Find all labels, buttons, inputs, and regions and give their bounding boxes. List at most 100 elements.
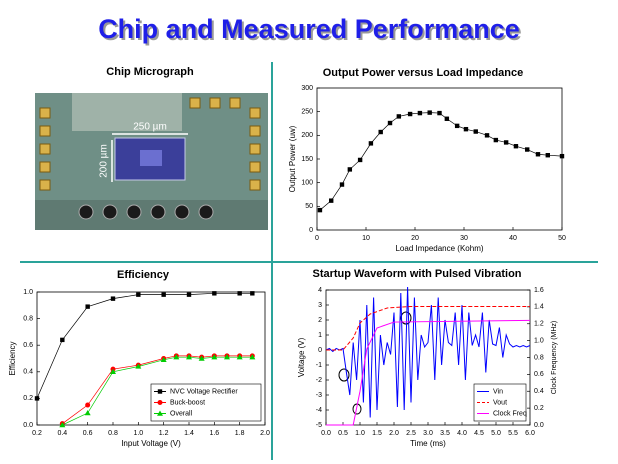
legend-label: Clock Freq bbox=[493, 410, 527, 417]
legend-box bbox=[150, 383, 262, 422]
x-axis-label: Time (ms) bbox=[410, 439, 446, 448]
marker bbox=[396, 114, 402, 119]
x-tick-label: 1.6 bbox=[209, 430, 219, 437]
marker bbox=[525, 147, 530, 152]
y2-tick-label: 0.2 bbox=[534, 405, 544, 412]
chart-title: Startup Waveform with Pulsed Vibration bbox=[312, 268, 521, 280]
y-tick-label: 0 bbox=[309, 227, 313, 234]
chip-region bbox=[72, 93, 182, 131]
height-label: 200 µm bbox=[99, 144, 110, 178]
x-tick-label: 30 bbox=[460, 235, 468, 242]
marker bbox=[85, 304, 90, 309]
series-line bbox=[62, 356, 253, 426]
x-tick-label: 0.2 bbox=[32, 430, 42, 437]
marker bbox=[84, 410, 91, 416]
y-tick-label: -4 bbox=[316, 407, 322, 414]
y-tick-label: 0 bbox=[318, 347, 322, 354]
micrograph: 250 µm 200 µm bbox=[35, 93, 268, 230]
marker bbox=[503, 140, 509, 145]
marker bbox=[339, 182, 345, 187]
x-axis-label: Load Impedance (Kohm) bbox=[395, 244, 483, 253]
marker bbox=[545, 153, 550, 158]
x-tick-label: 40 bbox=[509, 235, 517, 242]
marker bbox=[407, 111, 413, 117]
marker bbox=[317, 207, 323, 213]
y-tick-label: -3 bbox=[316, 392, 322, 399]
series-line bbox=[326, 319, 531, 426]
x-tick-label: 50 bbox=[558, 235, 566, 242]
marker bbox=[559, 153, 565, 159]
x-tick-label: 20 bbox=[411, 235, 419, 242]
x-tick-label: 4.5 bbox=[474, 430, 484, 437]
marker bbox=[60, 337, 65, 343]
marker bbox=[198, 355, 205, 361]
marker bbox=[329, 198, 334, 203]
x-tick-label: 1.0 bbox=[355, 430, 365, 437]
marker bbox=[357, 157, 363, 163]
y2-tick-label: 0.0 bbox=[534, 422, 544, 429]
y-tick-label: 100 bbox=[301, 180, 313, 187]
x-tick-label: 1.0 bbox=[133, 430, 143, 437]
y-tick-label: 200 bbox=[301, 132, 313, 139]
y-axis-label: Output Power (uw) bbox=[288, 125, 297, 192]
width-label: 250 µm bbox=[133, 122, 167, 133]
legend-marker bbox=[157, 410, 163, 416]
marker bbox=[437, 110, 442, 116]
plot-frame bbox=[36, 291, 266, 426]
marker bbox=[387, 120, 393, 126]
marker bbox=[417, 110, 423, 116]
marker bbox=[347, 167, 353, 172]
marker bbox=[186, 292, 192, 297]
x-tick-label: 0.0 bbox=[321, 430, 331, 437]
x-tick-label: 2.0 bbox=[389, 430, 399, 437]
pads bbox=[39, 97, 261, 191]
y-axis-label: Voltage (V) bbox=[297, 337, 306, 377]
y-tick-label: 300 bbox=[301, 85, 313, 92]
marker bbox=[34, 396, 40, 401]
marker bbox=[249, 354, 256, 360]
marker bbox=[473, 129, 478, 134]
marker bbox=[444, 116, 450, 121]
legend-marker bbox=[157, 389, 163, 394]
y2-tick-label: 1.4 bbox=[534, 304, 544, 311]
y-tick-label: 1.0 bbox=[23, 289, 33, 296]
y-tick-label: 4 bbox=[318, 287, 322, 294]
marker bbox=[454, 123, 460, 129]
marker bbox=[493, 137, 499, 143]
y-tick-label: -1 bbox=[316, 362, 322, 369]
die-core bbox=[140, 150, 162, 166]
y2-tick-label: 1.2 bbox=[534, 321, 544, 328]
marker bbox=[161, 292, 166, 297]
legend-marker bbox=[157, 400, 163, 405]
marker bbox=[136, 292, 141, 297]
y2-axis-label: Clock Frequency (MHz) bbox=[551, 321, 558, 395]
annotation-ellipse bbox=[400, 311, 412, 325]
x-tick-label: 3.0 bbox=[423, 430, 433, 437]
x-axis-label: Input Voltage (V) bbox=[121, 439, 181, 448]
x-tick-label: 1.5 bbox=[372, 430, 382, 437]
x-tick-label: 1.2 bbox=[159, 430, 169, 437]
y-tick-label: 250 bbox=[301, 109, 313, 116]
y2-tick-label: 1.6 bbox=[534, 287, 544, 294]
chart-title: Output Power versus Load Impedance bbox=[323, 67, 524, 79]
y-tick-label: 1 bbox=[318, 332, 322, 339]
marker bbox=[59, 422, 66, 428]
y-tick-label: 0.4 bbox=[23, 369, 33, 376]
marker bbox=[224, 354, 230, 360]
marker bbox=[110, 296, 116, 301]
x-tick-label: 1.4 bbox=[184, 430, 194, 437]
x-tick-label: 0 bbox=[315, 235, 319, 242]
y-tick-label: 0.2 bbox=[23, 395, 33, 402]
y-tick-label: 150 bbox=[301, 156, 313, 163]
legend-label: Vin bbox=[493, 388, 503, 395]
legend-label: NVC Voltage Rectifier bbox=[170, 388, 238, 395]
marker bbox=[250, 291, 255, 296]
x-tick-label: 0.6 bbox=[83, 430, 93, 437]
marker bbox=[513, 144, 519, 149]
y2-tick-label: 0.4 bbox=[534, 388, 544, 395]
marker bbox=[236, 354, 243, 360]
marker bbox=[160, 356, 167, 363]
marker bbox=[378, 129, 383, 135]
y-tick-label: 2 bbox=[318, 317, 322, 324]
x-tick-label: 2.5 bbox=[406, 430, 416, 437]
